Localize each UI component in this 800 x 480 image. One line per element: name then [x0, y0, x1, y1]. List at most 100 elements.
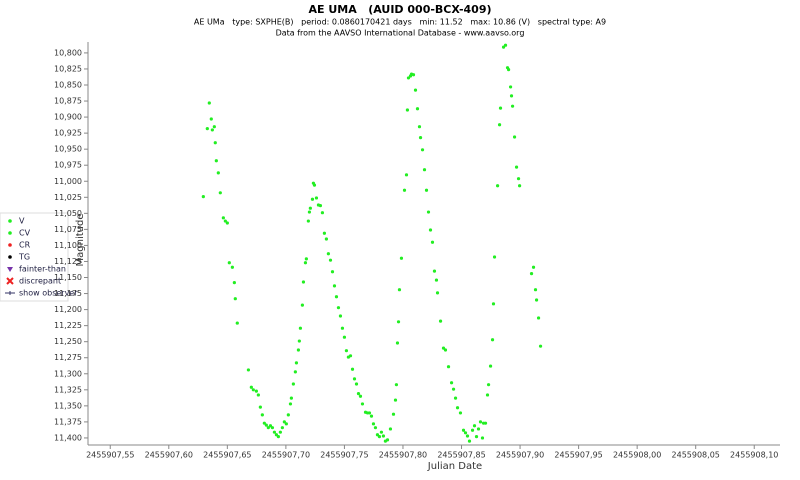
- legend-label[interactable]: CV: [19, 229, 31, 238]
- data-point: [381, 434, 386, 438]
- data-point: [266, 426, 270, 430]
- x-tick-label: 2455908,05: [672, 451, 720, 460]
- data-point: [503, 43, 508, 47]
- data-point: [254, 389, 258, 393]
- data-point: [472, 424, 477, 428]
- data-point: [461, 428, 466, 432]
- data-point: [428, 228, 433, 232]
- legend-label[interactable]: CR: [19, 241, 31, 250]
- data-point: [246, 368, 251, 372]
- data-point: [395, 341, 400, 345]
- data-point: [509, 94, 514, 98]
- data-point: [249, 385, 253, 389]
- data-point: [340, 326, 345, 330]
- data-point: [438, 319, 443, 323]
- y-tick-label: 10,850: [54, 80, 82, 89]
- data-point: [394, 383, 399, 387]
- data-point: [480, 436, 485, 440]
- data-point: [492, 255, 497, 259]
- y-tick-label: 11,150: [54, 273, 82, 282]
- x-tick-label: 2455908,10: [730, 451, 778, 460]
- data-point: [272, 430, 277, 434]
- legend-marker: [8, 219, 12, 223]
- y-tick-label: 11,025: [54, 193, 82, 202]
- data-point: [426, 210, 431, 214]
- data-point: [406, 76, 411, 80]
- legend-label[interactable]: TG: [18, 253, 30, 262]
- data-point: [344, 349, 349, 353]
- data-point: [205, 127, 209, 131]
- data-point: [538, 344, 543, 348]
- data-point: [396, 320, 401, 324]
- data-point: [326, 252, 330, 256]
- data-point: [371, 422, 376, 426]
- legend-marker: [5, 291, 15, 295]
- data-point: [397, 288, 402, 292]
- data-point: [369, 414, 374, 418]
- data-point: [352, 377, 357, 381]
- data-point: [474, 435, 479, 439]
- data-point: [356, 392, 361, 396]
- legend-label[interactable]: V: [19, 217, 25, 226]
- data-point: [286, 413, 290, 417]
- data-point: [485, 393, 490, 397]
- data-point: [490, 338, 495, 342]
- data-point: [404, 173, 409, 177]
- data-point: [289, 396, 293, 400]
- data-point: [294, 361, 299, 365]
- data-point: [514, 165, 519, 169]
- data-point: [334, 295, 339, 299]
- data-point: [232, 281, 236, 285]
- y-tick-label: 11,400: [54, 433, 82, 442]
- data-point: [443, 348, 448, 352]
- data-point: [262, 421, 266, 425]
- y-tick-label: 10,925: [54, 129, 82, 138]
- data-point: [536, 316, 541, 320]
- data-point: [207, 101, 211, 105]
- y-tick-label: 11,225: [54, 321, 82, 330]
- legend-marker: [6, 277, 14, 285]
- data-point: [435, 291, 440, 295]
- data-point: [291, 382, 295, 386]
- y-tick-label: 10,875: [54, 97, 82, 106]
- y-tick-label: 10,900: [54, 113, 82, 122]
- data-point: [411, 73, 416, 77]
- x-tick-label: 2455908,00: [613, 451, 661, 460]
- y-tick-label: 11,325: [54, 385, 82, 394]
- legend-marker: [8, 231, 12, 235]
- legend-label[interactable]: discrepant: [19, 277, 61, 286]
- data-point: [467, 439, 472, 443]
- legend-label[interactable]: fainter-than: [19, 265, 66, 274]
- x-tick-label: 2455907,65: [203, 451, 251, 460]
- data-point: [497, 123, 502, 127]
- data-point: [284, 422, 288, 426]
- legend-label[interactable]: show observer: [19, 289, 78, 298]
- data-point: [506, 67, 511, 72]
- data-point: [402, 188, 407, 192]
- data-point: [213, 141, 217, 145]
- y-tick-label: 11,300: [54, 369, 82, 378]
- data-point: [306, 219, 310, 223]
- data-point: [420, 148, 425, 152]
- data-point: [310, 197, 315, 201]
- x-tick-label: 2455907,70: [262, 451, 310, 460]
- y-tick-label: 11,100: [54, 241, 82, 250]
- data-point: [268, 424, 273, 428]
- y-axis-label: Magnitude: [75, 214, 86, 267]
- data-point: [432, 269, 437, 273]
- data-point: [367, 411, 372, 415]
- data-point: [223, 219, 227, 223]
- data-point: [453, 396, 458, 400]
- data-point: [227, 261, 231, 265]
- x-tick-label: 2455907,95: [554, 451, 602, 460]
- y-tick-label: 11,075: [54, 225, 82, 234]
- data-point: [230, 265, 234, 269]
- data-point: [225, 221, 229, 225]
- data-point: [235, 321, 239, 325]
- y-tick-label: 11,375: [54, 417, 82, 426]
- data-point: [296, 348, 301, 352]
- data-point: [312, 183, 317, 187]
- data-point: [422, 168, 427, 172]
- x-axis-label: Julian Date: [427, 461, 482, 472]
- data-point: [451, 387, 456, 391]
